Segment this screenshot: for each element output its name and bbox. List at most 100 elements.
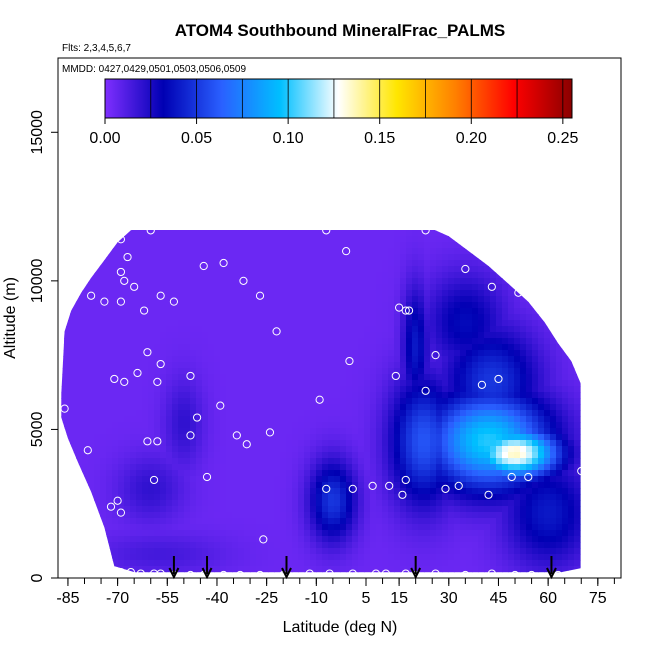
- heatmap-cell: [88, 236, 95, 243]
- heatmap-cell: [544, 344, 551, 351]
- heatmap-cell: [202, 344, 209, 351]
- heatmap-cell: [448, 380, 455, 387]
- heatmap-cell: [160, 428, 167, 435]
- heatmap-cell: [274, 548, 281, 555]
- heatmap-cell: [238, 326, 245, 333]
- heatmap-cell: [304, 296, 311, 303]
- heatmap-cell: [466, 302, 473, 309]
- heatmap-cell: [550, 266, 557, 273]
- heatmap-cell: [454, 530, 461, 537]
- heatmap-cell: [106, 452, 113, 459]
- heatmap-cell: [454, 488, 461, 495]
- heatmap-cell: [364, 236, 371, 243]
- heatmap-cell: [172, 338, 179, 345]
- heatmap-cell: [292, 398, 299, 405]
- heatmap-cell: [442, 554, 449, 561]
- heatmap-cell: [568, 554, 575, 561]
- heatmap-cell: [376, 284, 383, 291]
- heatmap-cell: [292, 248, 299, 255]
- heatmap-cell: [124, 416, 131, 423]
- heatmap-cell: [184, 332, 191, 339]
- heatmap-cell: [172, 404, 179, 411]
- heatmap-cell: [334, 398, 341, 405]
- heatmap-cell: [100, 506, 107, 513]
- heatmap-cell: [190, 236, 197, 243]
- heatmap-cell: [280, 446, 287, 453]
- heatmap-cell: [202, 278, 209, 285]
- heatmap-cell: [100, 524, 107, 531]
- heatmap-cell: [214, 554, 221, 561]
- heatmap-cell: [220, 290, 227, 297]
- heatmap-cell: [562, 296, 569, 303]
- heatmap-cell: [370, 398, 377, 405]
- heatmap-cell: [322, 452, 329, 459]
- heatmap-cell: [406, 350, 413, 357]
- heatmap-cell: [526, 536, 533, 543]
- heatmap-cell: [310, 380, 317, 387]
- heatmap-cell: [202, 494, 209, 501]
- heatmap-cell: [250, 452, 257, 459]
- heatmap-cell: [502, 548, 509, 555]
- heatmap-cell: [382, 248, 389, 255]
- heatmap-cell: [568, 290, 575, 297]
- heatmap-cell: [76, 236, 83, 243]
- heatmap-cell: [64, 266, 71, 273]
- heatmap-cell: [61, 344, 65, 351]
- heatmap-cell: [472, 476, 479, 483]
- heatmap-cell: [268, 470, 275, 477]
- heatmap-cell: [556, 254, 563, 261]
- heatmap-cell: [124, 518, 131, 525]
- heatmap-cell: [340, 290, 347, 297]
- heatmap-cell: [532, 518, 539, 525]
- heatmap-cell: [394, 248, 401, 255]
- heatmap-cell: [508, 512, 515, 519]
- heatmap-cell: [364, 464, 371, 471]
- heatmap-cell: [400, 242, 407, 249]
- heatmap-cell: [208, 470, 215, 477]
- heatmap-cell: [238, 500, 245, 507]
- heatmap-cell: [574, 554, 581, 561]
- heatmap-cell: [508, 566, 515, 573]
- heatmap-cell: [340, 494, 347, 501]
- heatmap-cell: [118, 560, 125, 567]
- heatmap-cell: [298, 506, 305, 513]
- heatmap-cell: [526, 290, 533, 297]
- heatmap-cell: [202, 338, 209, 345]
- heatmap-cell: [88, 368, 95, 375]
- heatmap-cell: [400, 332, 407, 339]
- heatmap-cell: [202, 566, 209, 573]
- heatmap-cell: [532, 554, 539, 561]
- heatmap-cell: [364, 422, 371, 429]
- heatmap-cell: [388, 554, 395, 561]
- heatmap-cell: [454, 464, 461, 471]
- heatmap-cell: [334, 374, 341, 381]
- heatmap-cell: [244, 332, 251, 339]
- heatmap-cell: [538, 488, 545, 495]
- heatmap-cell: [496, 512, 503, 519]
- heatmap-cell: [88, 476, 95, 483]
- heatmap-cell: [424, 524, 431, 531]
- heatmap-cell: [418, 362, 425, 369]
- heatmap-cell: [520, 314, 527, 321]
- heatmap-cell: [436, 266, 443, 273]
- heatmap-cell: [502, 398, 509, 405]
- heatmap-cell: [568, 482, 575, 489]
- heatmap-cell: [304, 494, 311, 501]
- heatmap-cell: [448, 422, 455, 429]
- heatmap-cell: [460, 302, 467, 309]
- heatmap-cell: [562, 446, 569, 453]
- heatmap-cell: [520, 338, 527, 345]
- heatmap-cell: [250, 560, 257, 567]
- heatmap-cell: [196, 536, 203, 543]
- heatmap-cell: [238, 302, 245, 309]
- heatmap-cell: [544, 434, 551, 441]
- heatmap-cell: [370, 452, 377, 459]
- heatmap-cell: [328, 494, 335, 501]
- heatmap-cell: [184, 404, 191, 411]
- heatmap-cell: [124, 506, 131, 513]
- heatmap-cell: [376, 266, 383, 273]
- heatmap-cell: [268, 290, 275, 297]
- heatmap-cell: [502, 356, 509, 363]
- heatmap-cell: [154, 356, 161, 363]
- heatmap-cell: [460, 560, 467, 567]
